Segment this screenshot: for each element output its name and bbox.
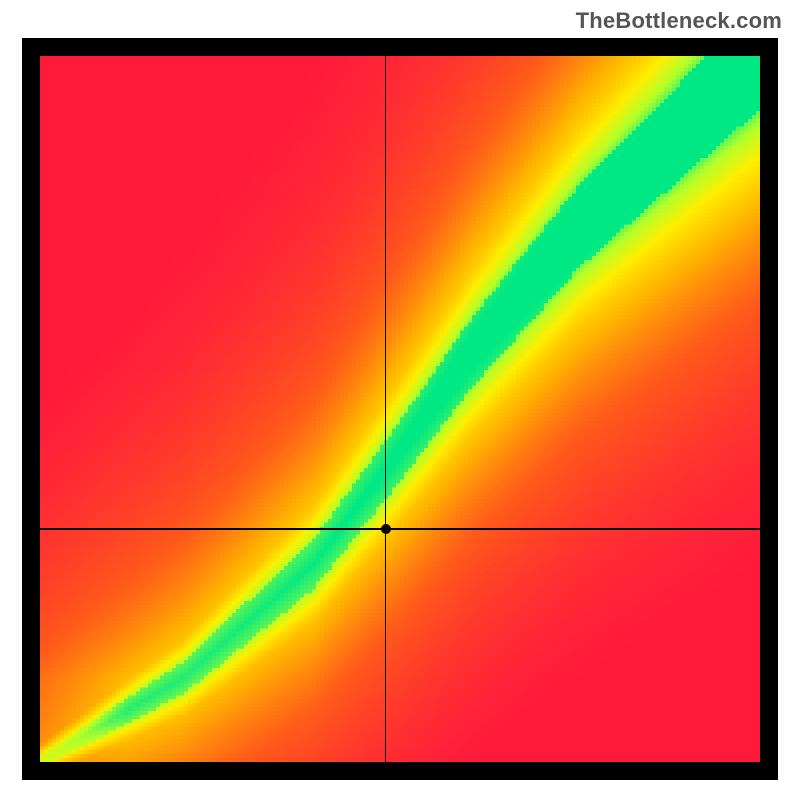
crosshair-horizontal xyxy=(40,528,760,530)
bottleneck-heatmap xyxy=(40,56,760,762)
watermark-text: TheBottleneck.com xyxy=(576,8,782,34)
crosshair-vertical xyxy=(385,56,387,762)
crosshair-marker xyxy=(381,524,391,534)
